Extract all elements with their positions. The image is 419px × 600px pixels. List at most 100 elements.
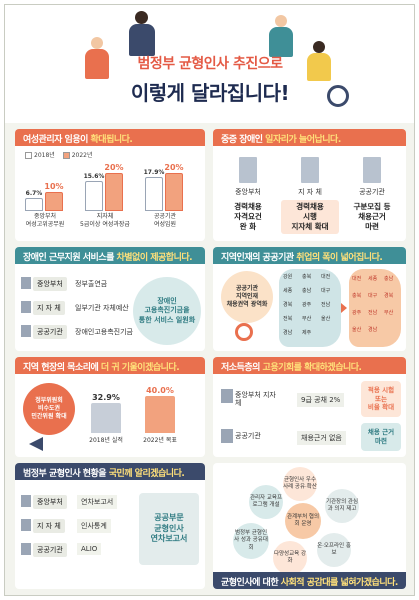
arrow-icon <box>341 303 347 313</box>
publicity-panel: 범정부 균형인사 현황을 국민께 알리겠습니다. 중앙부처 연차보고서 지 자 체 인… <box>15 463 205 589</box>
building-icon <box>21 277 31 289</box>
bar-2018 <box>25 198 43 211</box>
publicity-row-text: ALIO <box>77 543 102 555</box>
support-row-org: 중앙부처 <box>33 277 67 291</box>
job-card-text: 경력채용 자격요건 완 화 <box>219 200 277 234</box>
category-label: 중앙부처 여성고위공무원 <box>19 213 71 229</box>
local-voice-badge: 정부위원회 비수도권 민간위원 확대 <box>23 383 75 435</box>
job-card-line: 경력채용 <box>296 202 324 211</box>
job-card-line: 시행 <box>303 212 317 222</box>
women-managers-chart: 6.7% 10% 15.6% 20% 17.9% 20% <box>15 159 205 211</box>
consensus-bubble: 온·오프라인 홍보 <box>317 533 351 567</box>
building-icon <box>21 519 31 531</box>
support-row-org: 공공기관 <box>33 325 67 339</box>
infographic-frame: 범정부 균형인사 추진으로 이렇게 달라집니다! 여성관리자 임용이 확대됩니다… <box>4 4 415 596</box>
building-icon <box>21 325 31 337</box>
local-voice-panel: 지역 현장의 목소리에 더 귀 기울이겠습니다. 정부위원회 비수도권 민간위원 확… <box>15 357 205 457</box>
job-card-line: 경력채용 <box>234 202 262 211</box>
low-income-heading: 저소득층의 고용기회를 확대하겠습니다. <box>213 357 406 374</box>
building-icon <box>221 389 233 403</box>
voice-bar-value: 32.9% <box>92 392 120 402</box>
voice-bar <box>145 396 175 433</box>
building-icon <box>21 301 31 313</box>
region-label: 대구 <box>368 293 378 299</box>
region-label: 광주 <box>302 302 312 308</box>
support-row-text: 장애인고용촉진기금 <box>75 328 133 336</box>
region-label: 전남 <box>321 302 331 308</box>
bar-value-label: 20% <box>104 162 124 172</box>
region-label: 대전 <box>321 274 331 280</box>
disabled-support-result: 장애인 고용촉진기금을 통한 서비스 일원화 <box>133 277 201 345</box>
category-label-line: 중앙부처 <box>33 213 57 220</box>
bar-value-label: 20% <box>164 162 184 172</box>
local-voice-chart: 32.9% 2018년 실적 40.0% 2022년 목표 <box>81 379 201 445</box>
legend-2018: 2018년 <box>34 152 55 159</box>
bar-value-label: 15.6% <box>83 173 105 181</box>
publicity-row-org: 지 자 체 <box>33 519 65 533</box>
category-label-line: 지자체 <box>96 213 114 220</box>
publicity-row-text: 연차보고서 <box>77 495 118 509</box>
publicity-result: 공공부문 균형인사 연차보고서 <box>139 493 199 565</box>
region-label: 충남 <box>302 288 312 294</box>
category-label-line: 여성임원 <box>153 220 177 228</box>
legend-2022: 2022년 <box>71 152 93 159</box>
region-label: 부산 <box>302 316 312 322</box>
region-label: 경북 <box>384 293 394 299</box>
women-managers-panel: 여성관리자 임용이 확대됩니다. 2018년 2022년 6.7% 10% 15.6… <box>15 129 205 241</box>
job-card-line: 완 화 <box>239 222 257 232</box>
disabled-support-panel: 장애인 근무지원 서비스를 차별없이 제공합니다. 중앙부처 정부출연금 지 자 체… <box>15 247 205 351</box>
korea-map-after: 대전 세종 충남 충북 대구 경북 광주 전남 부산 울산 경남 <box>349 269 401 347</box>
region-label: 세종 <box>283 288 293 294</box>
building-icon <box>21 495 31 507</box>
title-banner: 범정부 균형인사 추진으로 이렇게 달라집니다! <box>110 53 310 115</box>
support-row-text: 일부기관 자체예산 <box>75 304 129 312</box>
bar-value-label: 17.9% <box>143 168 165 176</box>
job-card-org: 지 자 체 <box>298 188 322 196</box>
publicity-heading: 범정부 균형인사 현황을 국민께 알리겠습니다. <box>15 463 205 480</box>
local-voice-heading: 지역 현장의 목소리에 더 귀 기울이겠습니다. <box>15 357 205 374</box>
voice-bar-category: 2022년 목표 <box>143 437 177 445</box>
support-row-text: 정부출연금 <box>75 280 108 288</box>
bar-2022 <box>165 172 183 211</box>
bar-value-label: 6.7% <box>25 190 43 198</box>
region-label: 제주 <box>302 330 312 336</box>
title-area: 범정부 균형인사 추진으로 이렇게 달라집니다! <box>5 5 414 123</box>
consensus-panel: 균형인사 우수사례 공유·확산 관리자 교육프로그램 개설 관계부처 협의회 운영 기… <box>213 463 406 589</box>
low-income-row1-org: 중앙부처 지자체 <box>235 391 276 408</box>
category-label: 공공기관 여성임원 <box>139 213 191 229</box>
women-managers-heading: 여성관리자 임용이 확대됩니다. <box>15 129 205 146</box>
consensus-bubble: 다양성교육 강화 <box>273 541 307 575</box>
consensus-bubble: 균형인사 우수사례 공유·확산 <box>283 467 317 501</box>
publicity-row-org: 공공기관 <box>33 543 67 557</box>
region-label: 대구 <box>321 288 331 294</box>
publicity-row-org: 중앙부처 <box>33 495 67 509</box>
wheelchair-icon <box>327 85 349 107</box>
local-talent-panel: 지역인재의 공공기관 취업의 폭이 넓어집니다. 공공기관 지역인재 채용권역 광역… <box>213 247 406 351</box>
magnifier-icon <box>235 323 253 341</box>
title-line2: 이렇게 달라집니다! <box>130 81 290 105</box>
job-card-line: 구분모집 등 <box>353 202 391 211</box>
region-label: 충남 <box>384 276 394 282</box>
disabled-jobs-heading: 중증 장애인 일자리가 늘어납니다. <box>213 129 406 146</box>
disabled-support-heading: 장애인 근무지원 서비스를 차별없이 제공합니다. <box>15 247 205 264</box>
region-label: 경북 <box>283 302 293 308</box>
region-label: 강원 <box>283 274 293 280</box>
low-income-row2-org: 공공기관 <box>235 432 261 440</box>
job-card-text: 경력채용 시행 지자체 확대 <box>281 200 339 235</box>
region-label: 경남 <box>368 327 378 333</box>
region-label: 부산 <box>384 310 394 316</box>
building-icon <box>21 543 31 555</box>
korea-map-before: 강원 충북 대전 세종 충남 대구 경북 광주 전남 전북 부산 울산 경남 제주 <box>279 269 341 347</box>
low-income-row2-mid: 채용근거 없음 <box>297 431 346 445</box>
voice-bar-value: 40.0% <box>146 386 174 396</box>
job-card: 공공기관 구분모집 등 채용근거 마련 <box>343 155 401 235</box>
bar-2018 <box>85 181 103 211</box>
job-card-line: 채용근거 <box>358 212 386 222</box>
region-label: 울산 <box>352 327 362 333</box>
chart-legend: 2018년 2022년 <box>25 150 93 159</box>
region-label: 전북 <box>283 316 293 322</box>
bar-value-label: 10% <box>44 181 64 191</box>
megaphone-icon <box>29 437 43 451</box>
